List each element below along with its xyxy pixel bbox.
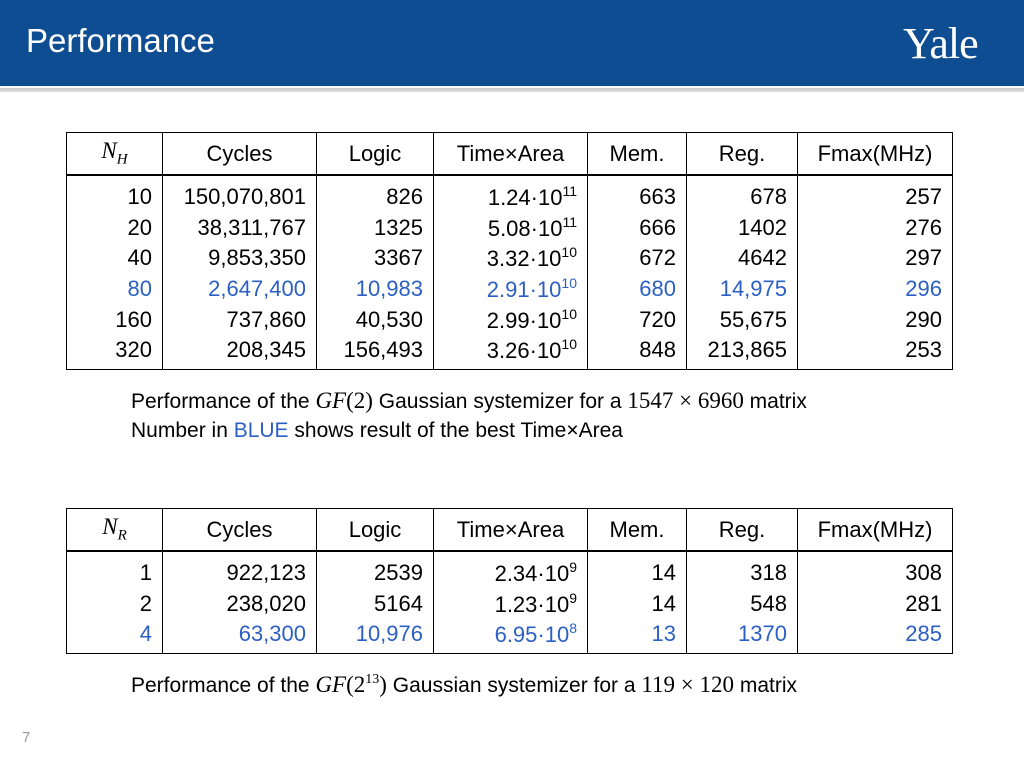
cell-mem: 14 — [587, 551, 687, 589]
cell-n: 4 — [66, 619, 163, 654]
cell-logic: 2539 — [316, 551, 434, 589]
cell-logic: 156,493 — [316, 334, 434, 370]
table1-caption-line2: Number in BLUE shows result of the best … — [131, 419, 623, 442]
cell-reg: 55,675 — [686, 304, 798, 335]
cell-cycles: 150,070,801 — [162, 175, 317, 213]
cell-fmax: 290 — [797, 304, 953, 335]
cell-logic: 1325 — [316, 212, 434, 244]
cell-n: 20 — [66, 212, 163, 244]
cell-n: 1 — [66, 551, 163, 589]
cell-time-area: 3.32·1010 — [433, 243, 588, 274]
column-header-fmax: Fmax(MHz) — [797, 132, 953, 176]
column-header-logic: Logic — [316, 132, 434, 176]
column-header-cycles: Cycles — [162, 132, 317, 176]
yale-logo: Yale — [903, 19, 979, 68]
cell-fmax: 285 — [797, 619, 953, 654]
cell-fmax: 253 — [797, 334, 953, 370]
table-row: 1 922,123 2539 2.34·109 14 318 308 — [66, 551, 953, 589]
cell-reg: 4642 — [686, 243, 798, 274]
column-header-cycles: Cycles — [162, 508, 317, 552]
cell-n: 320 — [66, 334, 163, 370]
cell-n: 2 — [66, 588, 163, 620]
cell-n: 160 — [66, 304, 163, 335]
table1-caption-line1: Performance of the GF(2) Gaussian system… — [131, 388, 807, 413]
column-header-reg: Reg. — [686, 508, 798, 552]
table-row: 2 238,020 5164 1.23·109 14 548 281 — [66, 588, 953, 620]
cell-mem: 13 — [587, 619, 687, 654]
cell-logic: 826 — [316, 175, 434, 213]
table-row: 20 38,311,767 1325 5.08·1011 666 1402 276 — [66, 212, 953, 244]
cell-mem: 680 — [587, 273, 687, 305]
cell-n: 40 — [66, 243, 163, 274]
cell-mem: 666 — [587, 212, 687, 244]
cell-fmax: 296 — [797, 273, 953, 305]
cell-reg: 678 — [686, 175, 798, 213]
column-header-reg: Reg. — [686, 132, 798, 176]
cell-logic: 3367 — [316, 243, 434, 274]
cell-cycles: 238,020 — [162, 588, 317, 620]
column-header-mem: Mem. — [587, 508, 687, 552]
cell-mem: 848 — [587, 334, 687, 370]
cell-n: 80 — [66, 273, 163, 305]
cell-time-area: 2.34·109 — [433, 551, 588, 589]
column-header-logic: Logic — [316, 508, 434, 552]
cell-cycles: 38,311,767 — [162, 212, 317, 244]
cell-time-area: 6.95·108 — [433, 619, 588, 654]
column-header-time-area: Time×Area — [433, 508, 588, 552]
table-row: 10 150,070,801 826 1.24·1011 663 678 257 — [66, 175, 953, 213]
slide-title: Performance — [26, 22, 215, 59]
cell-mem: 14 — [587, 588, 687, 620]
header-divider — [0, 86, 1024, 92]
cell-n: 10 — [66, 175, 163, 213]
cell-time-area: 1.24·1011 — [433, 175, 588, 213]
column-header-mem: Mem. — [587, 132, 687, 176]
cell-reg: 548 — [686, 588, 798, 620]
cell-logic: 40,530 — [316, 304, 434, 335]
cell-time-area: 2.99·1010 — [433, 304, 588, 335]
cell-fmax: 257 — [797, 175, 953, 213]
cell-mem: 663 — [587, 175, 687, 213]
cell-cycles: 63,300 — [162, 619, 317, 654]
cell-cycles: 208,345 — [162, 334, 317, 370]
table-header-row: NR Cycles Logic Time×Area Mem. Reg. Fmax… — [66, 508, 953, 552]
cell-mem: 720 — [587, 304, 687, 335]
column-header-time-area: Time×Area — [433, 132, 588, 176]
cell-mem: 672 — [587, 243, 687, 274]
cell-fmax: 308 — [797, 551, 953, 589]
cell-cycles: 9,853,350 — [162, 243, 317, 274]
cell-reg: 318 — [686, 551, 798, 589]
column-header-nh: NH — [66, 132, 163, 176]
cell-cycles: 2,647,400 — [162, 273, 317, 305]
column-header-nr: NR — [66, 508, 163, 552]
table-row: 40 9,853,350 3367 3.32·1010 672 4642 297 — [66, 243, 953, 274]
cell-logic: 10,983 — [316, 273, 434, 305]
table-row: 80 2,647,400 10,983 2.91·1010 680 14,975 296 — [66, 273, 953, 305]
table2-caption: Performance of the GF(213) Gaussian syst… — [131, 672, 797, 697]
cell-time-area: 2.91·1010 — [433, 273, 588, 305]
cell-fmax: 276 — [797, 212, 953, 244]
cell-time-area: 5.08·1011 — [433, 212, 588, 244]
performance-table-gf2: NH Cycles Logic Time×Area Mem. Reg. Fmax… — [66, 132, 953, 370]
cell-reg: 14,975 — [686, 273, 798, 305]
table-row: 320 208,345 156,493 3.26·1010 848 213,865 253 — [66, 334, 953, 370]
cell-cycles: 922,123 — [162, 551, 317, 589]
cell-logic: 10,976 — [316, 619, 434, 654]
cell-time-area: 1.23·109 — [433, 588, 588, 620]
cell-cycles: 737,860 — [162, 304, 317, 335]
cell-reg: 1402 — [686, 212, 798, 244]
slide-header: Performance Yale — [0, 0, 1024, 86]
table-row: 160 737,860 40,530 2.99·1010 720 55,675 290 — [66, 304, 953, 335]
page-number: 7 — [22, 729, 31, 746]
table-header-row: NH Cycles Logic Time×Area Mem. Reg. Fmax… — [66, 132, 953, 176]
performance-table-gf2-13: NR Cycles Logic Time×Area Mem. Reg. Fmax… — [66, 508, 953, 654]
table-row: 4 63,300 10,976 6.95·108 13 1370 285 — [66, 619, 953, 654]
cell-reg: 213,865 — [686, 334, 798, 370]
cell-logic: 5164 — [316, 588, 434, 620]
blue-keyword: BLUE — [233, 419, 289, 442]
column-header-fmax: Fmax(MHz) — [797, 508, 953, 552]
cell-reg: 1370 — [686, 619, 798, 654]
cell-fmax: 281 — [797, 588, 953, 620]
cell-fmax: 297 — [797, 243, 953, 274]
cell-time-area: 3.26·1010 — [433, 334, 588, 370]
